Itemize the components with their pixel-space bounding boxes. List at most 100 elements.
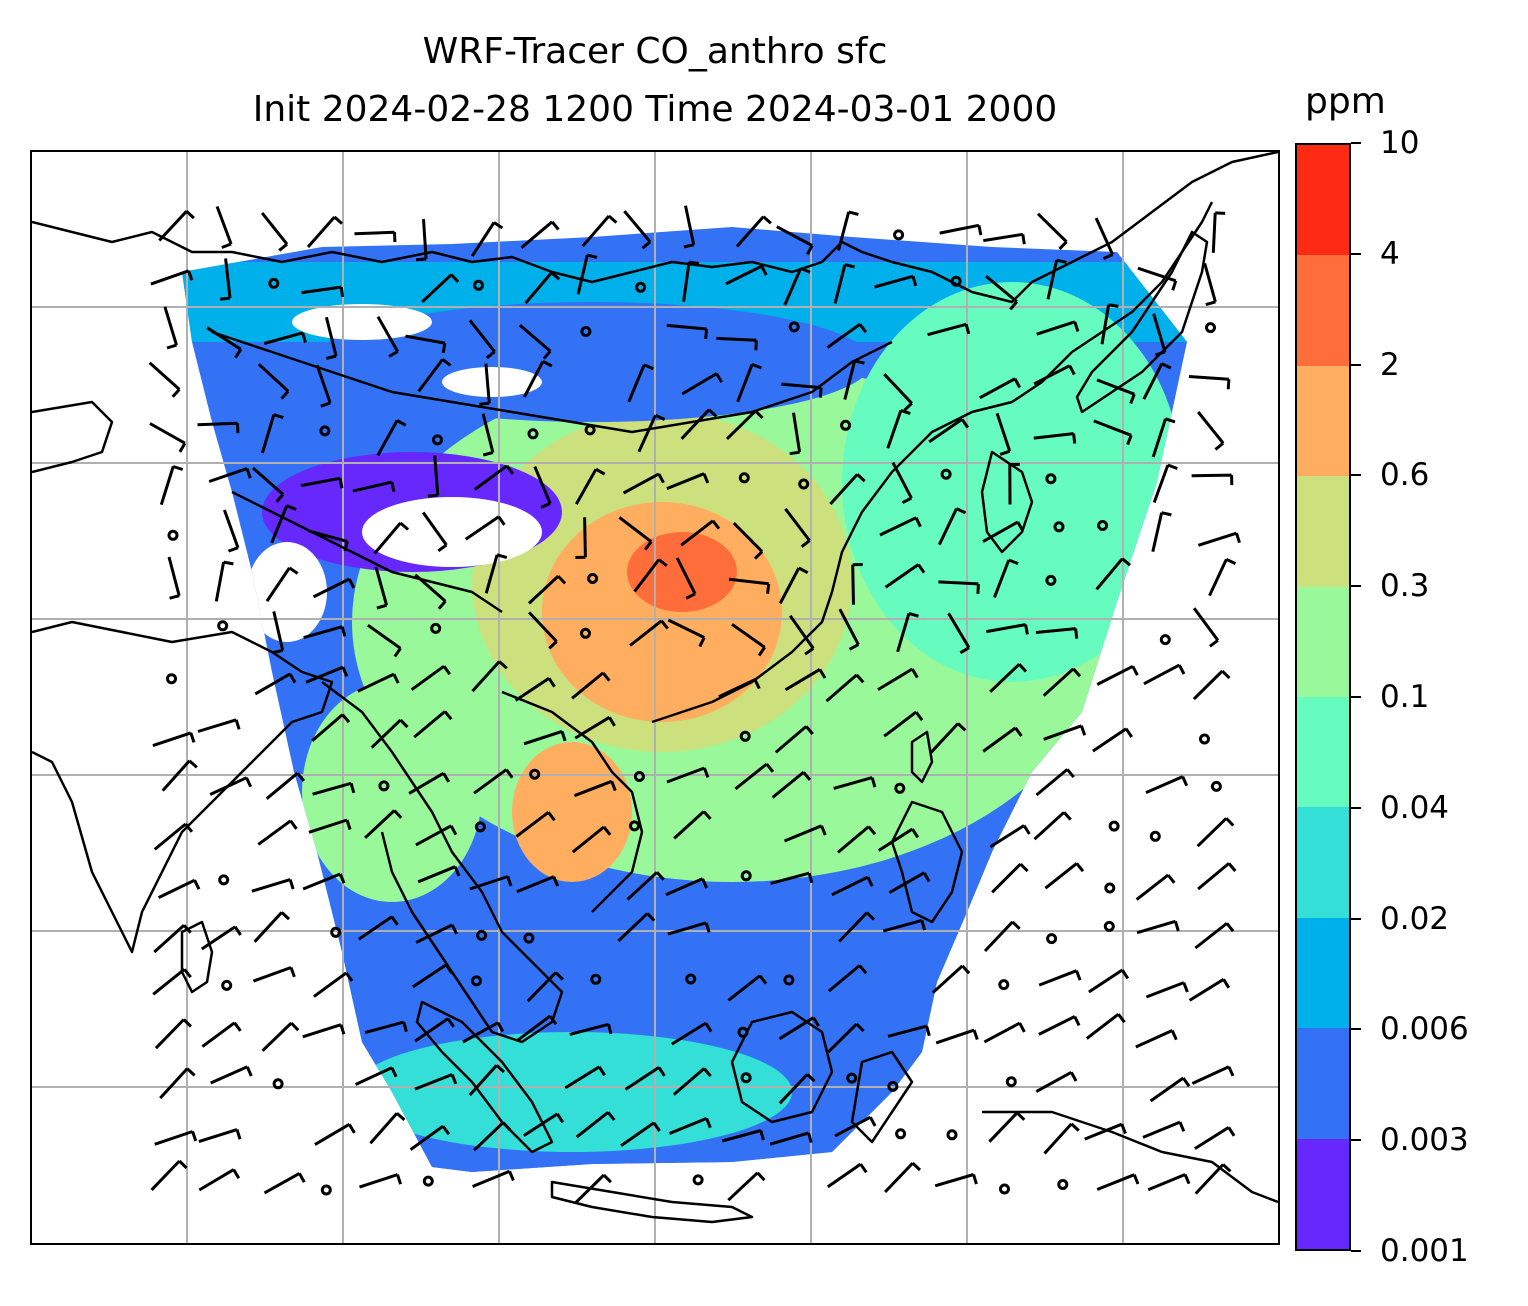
colorbar-tick <box>1351 696 1361 698</box>
calm-wind-marker <box>999 1183 1010 1195</box>
calm-wind-marker <box>940 468 952 480</box>
wind-barb <box>1137 266 1178 291</box>
wind-barb <box>516 875 559 894</box>
wind-barb <box>574 716 616 740</box>
colorbar-tick <box>1351 585 1361 588</box>
wind-barb <box>884 563 926 589</box>
wind-barb <box>514 677 556 702</box>
wind-barb <box>826 322 868 349</box>
wind-barb <box>301 285 345 298</box>
wind-barb <box>308 818 352 834</box>
calm-wind-marker <box>1045 574 1057 586</box>
calm-wind-marker <box>998 979 1010 991</box>
wind-barb <box>947 612 971 655</box>
wind-barb <box>209 776 253 796</box>
colorbar-segment <box>1297 917 1349 1029</box>
wind-barb <box>370 718 409 749</box>
border-india-china <box>231 490 503 614</box>
wind-barb <box>1197 411 1225 451</box>
wind-barb <box>523 360 553 398</box>
calm-wind-marker <box>476 929 488 941</box>
wind-barb <box>260 211 289 252</box>
wind-barb <box>1197 862 1237 891</box>
coastline-india <box>32 620 334 954</box>
wind-barb <box>571 825 612 854</box>
calm-wind-marker <box>1103 920 1115 932</box>
wind-barb <box>874 274 918 289</box>
wind-barb <box>576 253 598 295</box>
wind-barb <box>667 921 711 936</box>
wind-barb <box>210 1065 253 1085</box>
colorbar-tick-label: 0.04 <box>1380 789 1450 826</box>
wind-barb <box>1033 811 1072 841</box>
calm-wind-marker <box>430 622 442 634</box>
wind-barb <box>983 232 1026 245</box>
wind-barb <box>1135 1029 1178 1049</box>
calm-wind-marker <box>471 975 482 987</box>
wind-barb <box>774 725 814 754</box>
wind-barb <box>1096 1173 1140 1191</box>
wind-barb <box>154 1130 198 1146</box>
wind-barb <box>927 322 971 337</box>
wind-barb <box>666 323 709 340</box>
wind-barb <box>357 915 399 941</box>
calm-wind-marker <box>1097 520 1109 531</box>
colorbar-segment <box>1297 476 1349 587</box>
wind-barb <box>931 964 971 994</box>
wind-barb <box>991 862 1029 894</box>
calm-wind-marker <box>1045 473 1057 485</box>
wind-barb <box>1143 663 1186 686</box>
wind-barb <box>324 316 338 360</box>
wind-barb <box>770 871 814 885</box>
calm-wind-marker <box>1210 780 1222 792</box>
wind-barb <box>718 678 761 699</box>
wind-barb <box>934 1173 978 1188</box>
calm-wind-marker <box>1149 830 1161 842</box>
colorbar-segment <box>1297 586 1349 698</box>
coastline-java <box>550 1180 754 1224</box>
wind-barb <box>627 363 654 403</box>
wind-barb <box>197 718 241 733</box>
wind-barb <box>1036 320 1080 336</box>
wind-barb <box>215 205 233 249</box>
wind-barb <box>827 964 868 993</box>
no-data-gap-1 <box>362 497 542 567</box>
wind-barb <box>769 1131 813 1146</box>
wind-barb <box>364 809 403 839</box>
wind-barb <box>153 822 194 851</box>
wind-barb <box>989 663 1028 693</box>
wind-barb <box>427 455 440 498</box>
calm-wind-marker <box>946 1129 958 1141</box>
no-data-gap-2 <box>292 304 432 340</box>
wind-barb <box>716 336 758 351</box>
colorbar-segment <box>1297 697 1349 808</box>
wind-barb <box>983 1021 1026 1044</box>
wind-barb <box>265 772 306 800</box>
wind-barb <box>1008 462 1020 505</box>
wind-barb <box>886 408 911 449</box>
wind-barb <box>197 421 240 434</box>
wind-barb <box>464 515 506 541</box>
wind-barb <box>734 762 775 791</box>
wind-barb <box>721 1129 765 1143</box>
wind-barb <box>837 210 859 251</box>
wind-barb <box>201 1021 242 1048</box>
wind-barb <box>883 710 924 738</box>
wind-barb <box>1035 627 1079 639</box>
calm-wind-marker <box>523 932 535 944</box>
wind-barb <box>1194 922 1235 950</box>
wind-barb <box>788 614 815 656</box>
wind-barb <box>1033 432 1077 444</box>
wind-barb <box>837 825 877 854</box>
wind-barb <box>352 480 396 493</box>
wind-barb <box>272 611 285 655</box>
border-china-mongolia <box>211 330 893 434</box>
wind-barb <box>573 779 617 798</box>
coastline-borneo <box>730 1010 834 1124</box>
calm-wind-marker <box>887 1080 899 1092</box>
coastline-russia-north <box>32 152 1278 304</box>
wind-barb <box>1188 978 1231 1002</box>
wind-barb <box>783 266 811 306</box>
wind-barb <box>219 258 232 301</box>
wind-barb <box>1044 862 1085 890</box>
